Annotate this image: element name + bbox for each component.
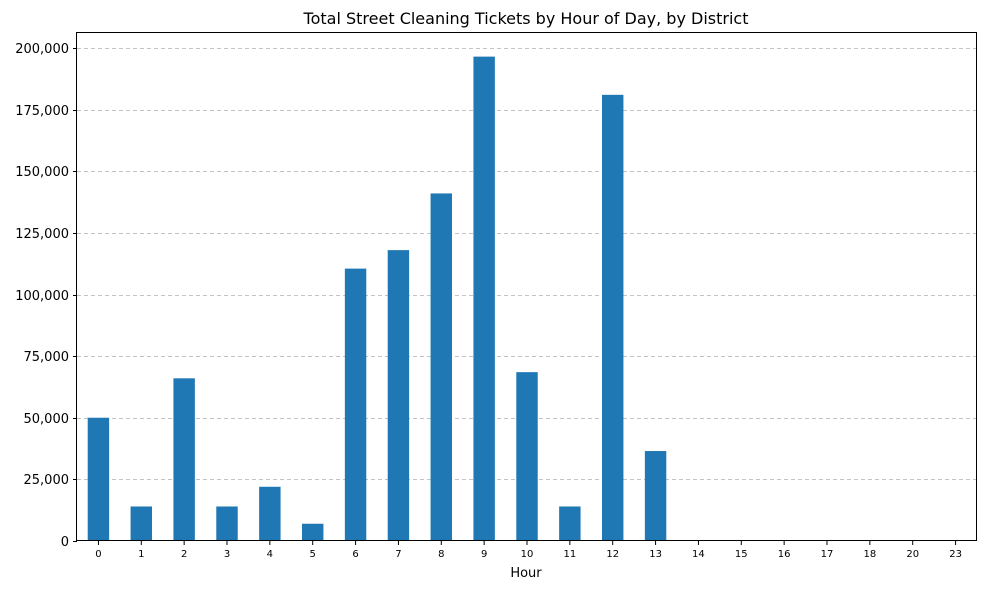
grid-lines: [77, 48, 977, 480]
y-tick-label: 125,000: [15, 227, 69, 242]
x-tick-label: 15: [735, 549, 748, 560]
x-tick-label: 6: [352, 549, 358, 560]
x-tick-label: 17: [821, 549, 834, 560]
bar-hour-4: [259, 486, 281, 541]
x-tick-label: 3: [224, 549, 230, 560]
y-tick-label: 150,000: [15, 165, 69, 180]
bar-hour-5: [302, 523, 324, 541]
bar-hour-2: [173, 378, 195, 541]
x-tick-label: 5: [310, 549, 316, 560]
x-tick-label: 12: [606, 549, 619, 560]
x-tick-label: 16: [778, 549, 791, 560]
bar-hour-1: [130, 506, 152, 541]
bar-hour-13: [644, 451, 667, 541]
x-tick-label: 20: [906, 549, 919, 560]
x-tick-label: 11: [563, 549, 576, 560]
bar-hour-3: [216, 506, 238, 541]
x-axis: 0 1 2 3 4 5 6 7 8 9 10 11 12 13 14 15 16 17 18 20 23: [95, 541, 962, 560]
x-tick-label: 1: [138, 549, 144, 560]
chart-title: Total Street Cleaning Tickets by Hour of…: [303, 9, 749, 28]
bar-hour-10: [516, 372, 538, 541]
x-axis-label: Hour: [510, 566, 542, 581]
bar-hour-11: [559, 506, 581, 541]
y-tick-label: 100,000: [15, 289, 69, 304]
y-axis: 0 25,000 50,000 75,000 100,000 125,000 150,000…: [15, 42, 77, 550]
x-tick-label: 7: [395, 549, 401, 560]
y-tick-label: 50,000: [24, 412, 70, 427]
x-tick-label: 14: [692, 549, 705, 560]
bar-hour-0: [87, 417, 110, 541]
bar-hour-6: [344, 268, 367, 541]
x-tick-label: 9: [481, 549, 487, 560]
x-tick-label: 18: [863, 549, 876, 560]
bar-hour-7: [387, 250, 410, 541]
bar-hour-9: [473, 56, 495, 541]
x-tick-label: 23: [949, 549, 962, 560]
bars: [87, 56, 667, 541]
y-tick-label: 175,000: [15, 104, 69, 119]
x-tick-label: 2: [181, 549, 187, 560]
x-tick-label: 8: [438, 549, 444, 560]
x-tick-label: 13: [649, 549, 662, 560]
x-tick-label: 10: [521, 549, 534, 560]
plot-frame: [76, 32, 977, 541]
bar-hour-8: [430, 193, 452, 541]
x-tick-label: 4: [267, 549, 273, 560]
y-tick-label: 0: [61, 535, 69, 550]
x-tick-label: 0: [95, 549, 101, 560]
y-tick-label: 200,000: [15, 42, 69, 57]
y-tick-label: 25,000: [24, 473, 70, 488]
y-tick-label: 75,000: [24, 350, 70, 365]
bar-hour-12: [602, 94, 624, 541]
